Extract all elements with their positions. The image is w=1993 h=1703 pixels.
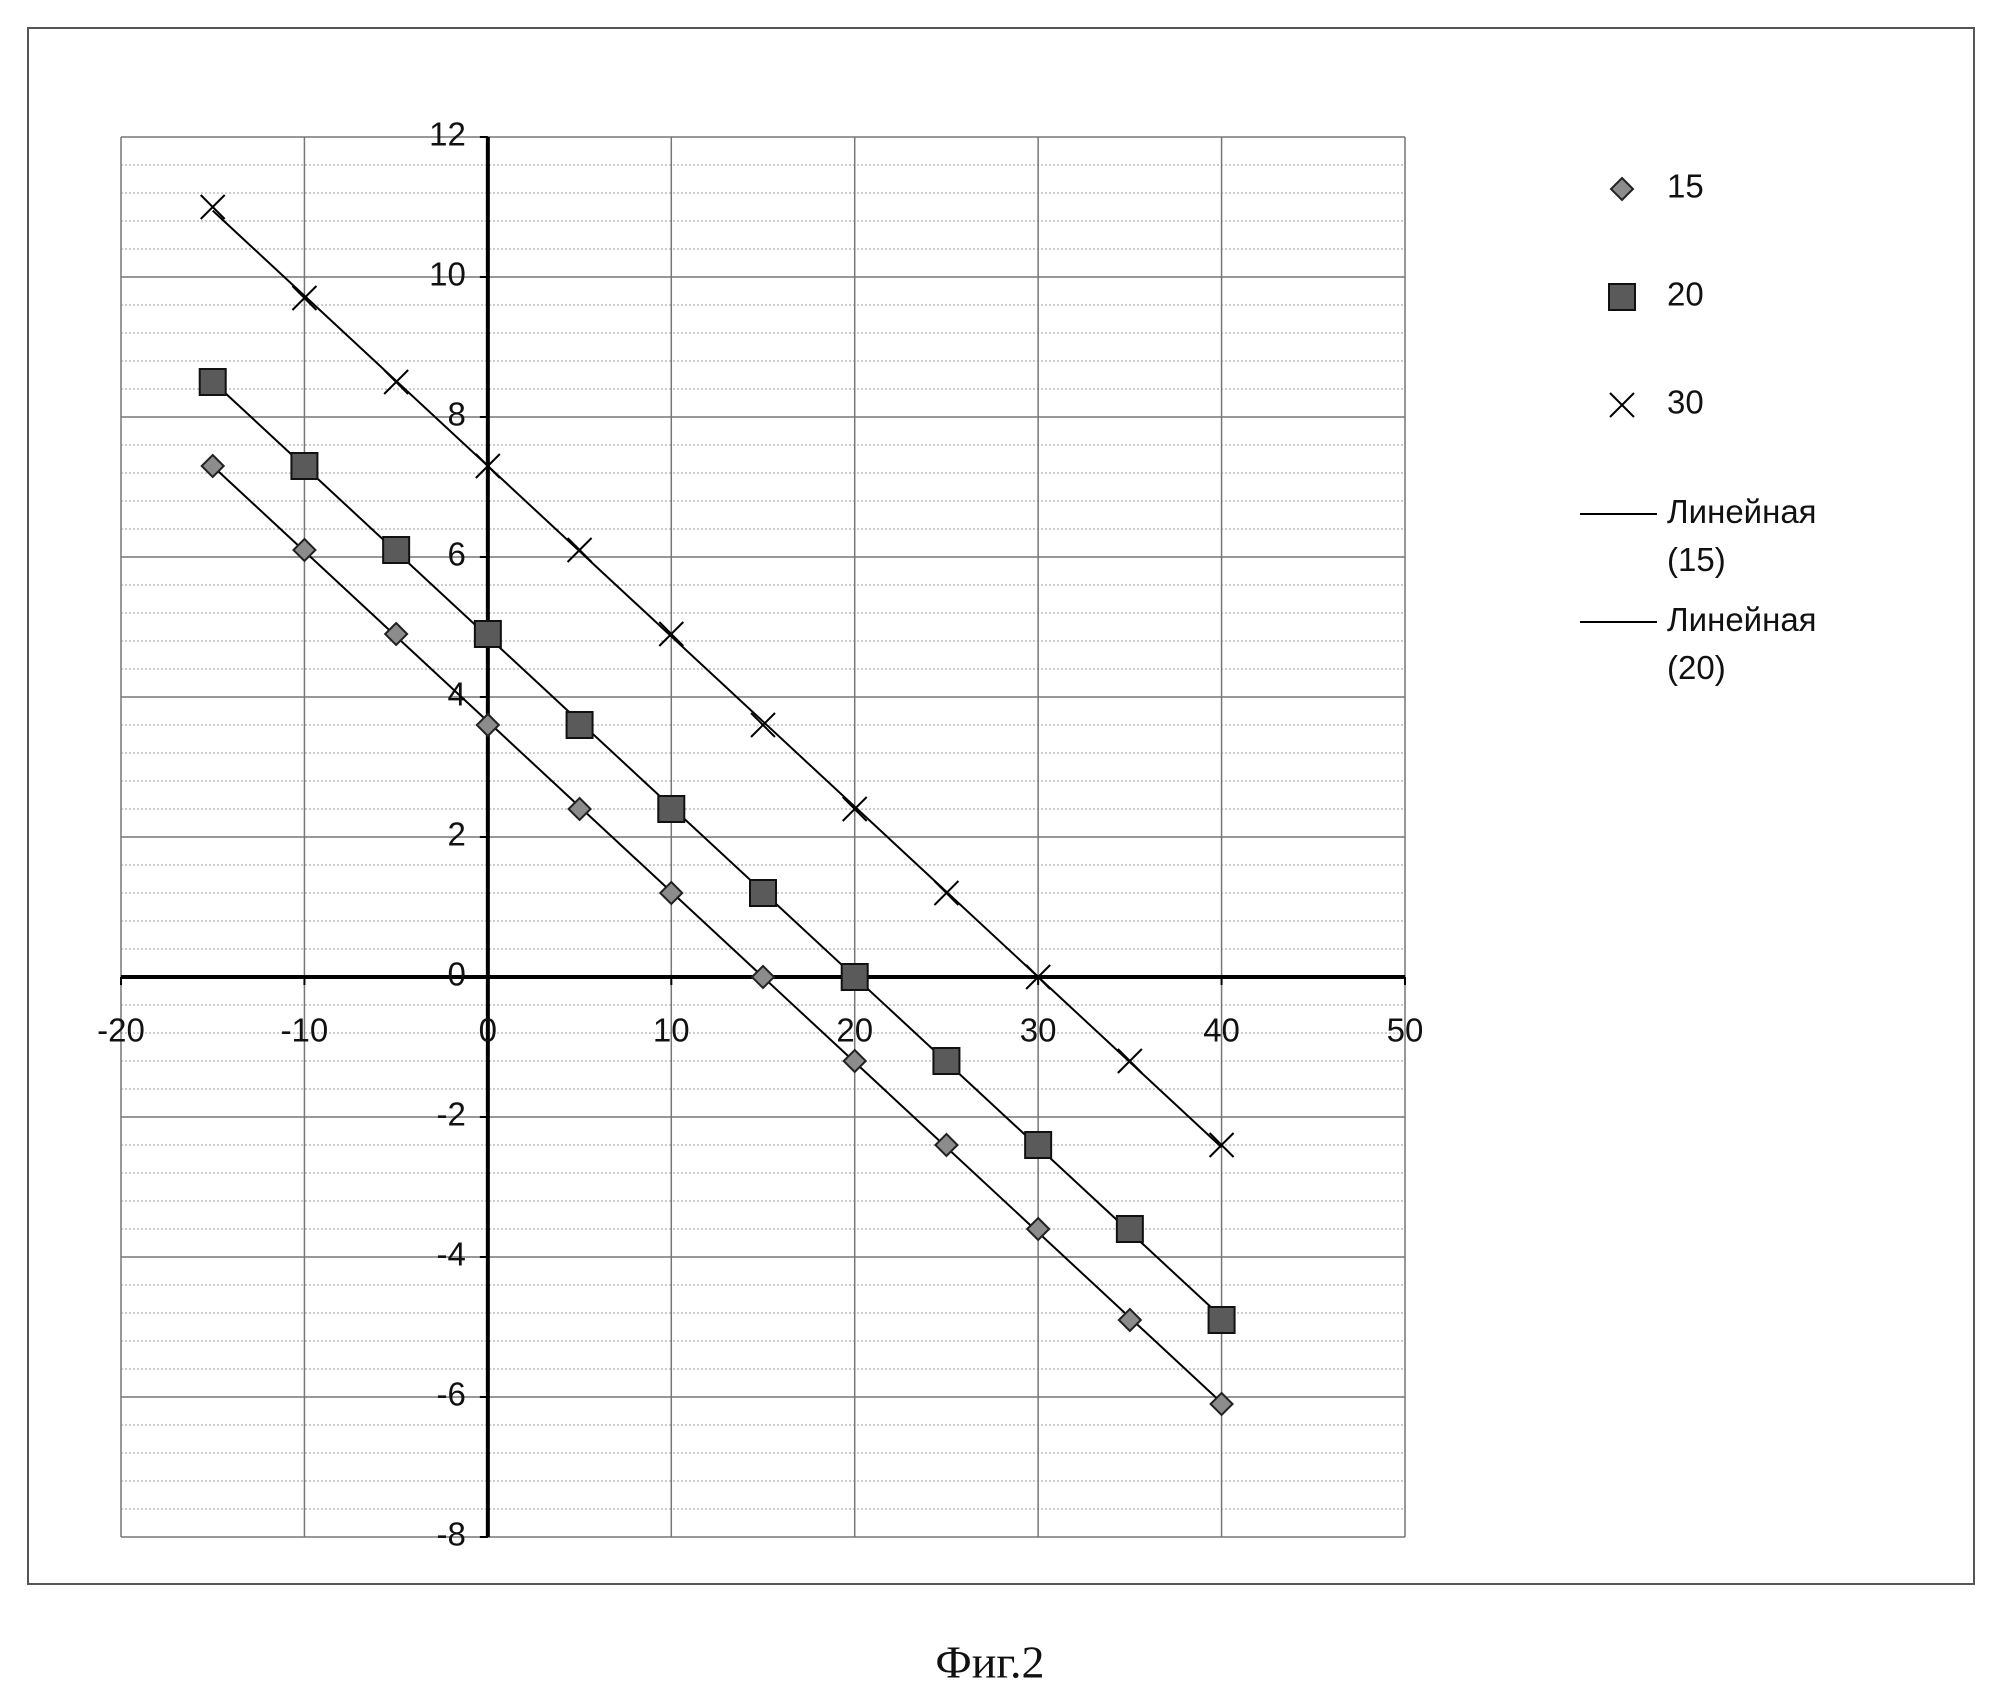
data-point bbox=[200, 453, 226, 479]
data-point bbox=[750, 712, 776, 738]
data-point bbox=[1025, 1216, 1051, 1242]
data-point bbox=[840, 963, 869, 991]
legend-label: 15 bbox=[1667, 168, 1704, 205]
data-point bbox=[200, 194, 226, 220]
data-point bbox=[932, 1047, 961, 1075]
chart-frame bbox=[27, 27, 1975, 1585]
data-point bbox=[658, 621, 684, 647]
data-point bbox=[658, 880, 684, 906]
data-point bbox=[1117, 1307, 1143, 1333]
x-tick-label: 10 bbox=[653, 1012, 690, 1049]
data-point bbox=[290, 452, 319, 480]
data-point bbox=[566, 537, 593, 563]
data-point bbox=[1207, 1306, 1236, 1334]
data-point bbox=[567, 796, 592, 822]
data-point bbox=[842, 1048, 868, 1074]
y-tick-label: -6 bbox=[437, 1376, 466, 1413]
y-tick-label: 6 bbox=[447, 536, 465, 573]
y-tick-label: 2 bbox=[447, 816, 465, 853]
data-point bbox=[1208, 1132, 1235, 1158]
data-point bbox=[1117, 1048, 1143, 1074]
data-point bbox=[475, 712, 501, 738]
data-point bbox=[934, 1132, 959, 1158]
legend-marker bbox=[1609, 176, 1635, 202]
data-point bbox=[1025, 964, 1051, 990]
x-tick-label: 30 bbox=[1020, 1012, 1057, 1049]
x-tick-label: 0 bbox=[479, 1012, 497, 1049]
legend-marker bbox=[1609, 392, 1635, 418]
y-tick-label: -8 bbox=[437, 1516, 466, 1553]
x-tick-label: 20 bbox=[836, 1012, 873, 1049]
data-point bbox=[1115, 1215, 1144, 1243]
data-point bbox=[383, 621, 409, 647]
data-point bbox=[198, 368, 227, 396]
data-point bbox=[475, 453, 501, 479]
data-point bbox=[565, 711, 594, 739]
data-point bbox=[842, 796, 868, 822]
y-tick-label: 10 bbox=[429, 256, 466, 293]
legend-label: Линейная (20) bbox=[1667, 601, 1817, 686]
trendline bbox=[212, 209, 1223, 1148]
data-point bbox=[657, 795, 686, 823]
legend-label: 20 bbox=[1667, 276, 1704, 313]
data-point bbox=[291, 285, 318, 311]
data-point bbox=[473, 620, 502, 648]
legend-marker bbox=[1608, 283, 1636, 311]
y-tick-label: 12 bbox=[429, 116, 466, 153]
trendline bbox=[212, 380, 1223, 1318]
y-tick-label: 4 bbox=[447, 676, 465, 713]
data-point bbox=[382, 536, 411, 564]
x-tick-label: 50 bbox=[1387, 1012, 1424, 1049]
y-tick-label: -2 bbox=[437, 1096, 466, 1133]
data-point bbox=[749, 879, 777, 907]
legend-label: 30 bbox=[1667, 384, 1704, 421]
data-point bbox=[292, 537, 317, 563]
x-tick-label: -20 bbox=[97, 1012, 145, 1049]
data-point bbox=[1209, 1391, 1234, 1417]
x-tick-label: -10 bbox=[281, 1012, 329, 1049]
y-tick-label: 0 bbox=[447, 956, 465, 993]
y-tick-label: -4 bbox=[437, 1236, 466, 1273]
caption: Фиг.2 bbox=[935, 1637, 1044, 1688]
data-point bbox=[750, 964, 776, 990]
data-point bbox=[1024, 1131, 1053, 1159]
trendline bbox=[212, 465, 1223, 1404]
y-tick-label: 8 bbox=[447, 396, 465, 433]
data-point bbox=[933, 880, 960, 906]
data-point bbox=[383, 369, 409, 395]
legend-label: Линейная (15) bbox=[1667, 493, 1817, 578]
x-tick-label: 40 bbox=[1203, 1012, 1240, 1049]
